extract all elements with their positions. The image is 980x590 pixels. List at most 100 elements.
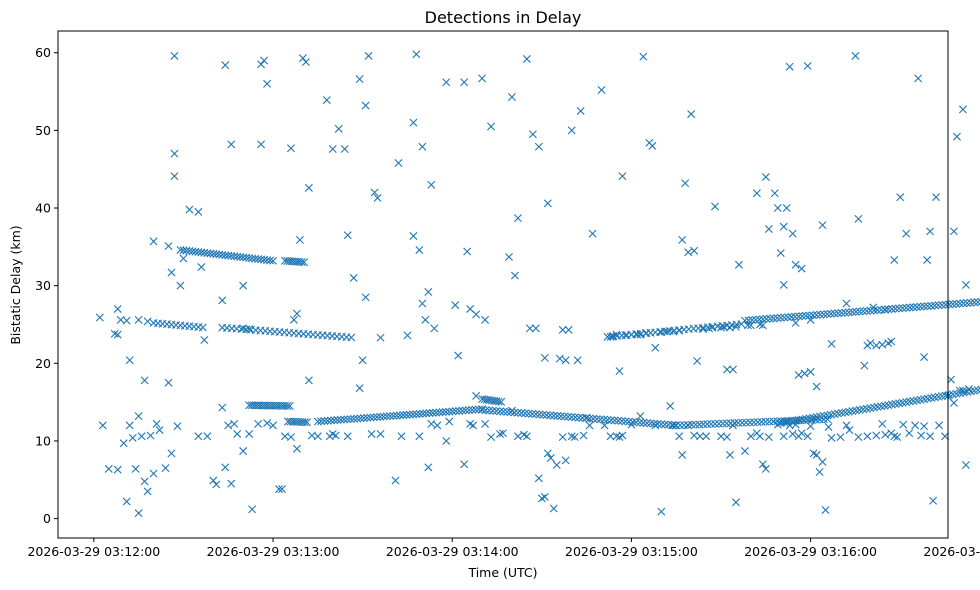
detection-marker <box>632 418 641 427</box>
detection-marker <box>513 214 522 223</box>
detection-marker <box>621 417 630 426</box>
detection-marker <box>923 302 932 311</box>
detection-marker <box>164 242 173 251</box>
detection-marker <box>764 224 773 233</box>
detection-marker <box>549 504 558 513</box>
detection-marker <box>782 204 791 213</box>
detection-marker <box>752 189 761 198</box>
detection-marker <box>445 417 454 426</box>
detection-marker <box>143 317 152 326</box>
detection-marker <box>717 323 726 332</box>
detection-marker <box>392 411 401 420</box>
detection-marker <box>355 75 364 84</box>
detection-marker <box>415 432 424 441</box>
detection-marker <box>567 432 576 441</box>
detection-marker <box>964 384 973 393</box>
detection-marker <box>292 444 301 453</box>
detection-marker <box>528 409 537 418</box>
detection-marker <box>179 254 188 263</box>
detection-marker <box>600 421 609 430</box>
detection-marker <box>770 189 779 198</box>
detection-marker <box>313 417 322 426</box>
detection-marker <box>731 322 740 331</box>
detection-marker <box>464 406 473 415</box>
detection-marker <box>681 179 690 188</box>
detection-marker <box>134 315 143 324</box>
detection-marker <box>827 339 836 348</box>
data-markers <box>95 50 980 518</box>
detection-marker <box>289 315 298 324</box>
detection-marker <box>555 354 564 363</box>
detection-marker <box>478 405 487 414</box>
detection-marker <box>977 385 980 394</box>
detection-marker <box>422 409 431 418</box>
detection-marker <box>948 300 957 309</box>
detection-marker <box>435 408 444 417</box>
detection-marker <box>230 419 239 428</box>
detection-marker <box>872 431 881 440</box>
detection-marker <box>428 408 437 417</box>
detection-marker <box>627 330 636 339</box>
y-axis-ticks: 0 10 20 30 40 50 60 <box>35 45 58 526</box>
detection-marker <box>334 124 343 133</box>
detection-marker <box>485 406 494 415</box>
detection-marker <box>95 313 104 322</box>
detection-marker <box>356 414 365 423</box>
detection-marker <box>803 61 812 70</box>
detection-marker <box>556 412 565 421</box>
detection-marker <box>961 280 970 289</box>
detection-marker <box>366 413 375 422</box>
detection-marker <box>295 235 304 244</box>
detection-marker <box>460 78 469 87</box>
detection-marker <box>920 422 929 431</box>
detection-marker <box>773 314 782 323</box>
y-tick-label: 10 <box>35 433 51 448</box>
detection-marker <box>958 386 967 395</box>
detection-marker <box>471 405 480 414</box>
detection-marker <box>336 415 345 424</box>
detection-marker <box>218 403 227 412</box>
detection-marker <box>369 413 378 422</box>
detection-marker <box>711 202 720 211</box>
detection-marker <box>837 308 846 317</box>
detection-marker <box>167 449 176 458</box>
detection-marker <box>149 237 158 246</box>
detection-marker <box>873 306 882 315</box>
detection-marker <box>746 432 755 441</box>
detection-marker <box>893 433 902 442</box>
detection-marker <box>764 433 773 442</box>
detection-marker <box>376 333 385 342</box>
detection-marker <box>952 299 961 308</box>
detection-marker <box>582 413 591 422</box>
detection-marker <box>218 296 227 305</box>
detection-marker <box>472 391 481 400</box>
y-tick-label: 40 <box>35 201 51 216</box>
detection-marker <box>146 431 155 440</box>
detection-marker <box>275 485 283 494</box>
detection-marker <box>140 477 149 486</box>
detection-marker <box>198 323 207 332</box>
detection-marker <box>958 105 967 114</box>
detection-marker <box>525 324 534 333</box>
detection-marker <box>705 324 714 333</box>
detection-marker <box>585 421 594 430</box>
detection-marker <box>540 353 549 362</box>
detection-marker <box>818 457 827 466</box>
detection-marker <box>454 351 463 360</box>
detection-marker <box>646 419 655 428</box>
detection-marker <box>884 305 893 314</box>
detection-marker <box>119 439 128 448</box>
detection-marker <box>286 433 295 442</box>
detection-marker <box>382 412 391 421</box>
detection-marker <box>412 410 421 419</box>
detection-marker <box>472 310 481 319</box>
detection-marker <box>122 316 131 325</box>
detection-marker <box>424 287 433 296</box>
detection-marker <box>617 417 626 426</box>
detection-marker <box>300 258 309 267</box>
detection-marker <box>788 429 797 438</box>
detection-marker <box>389 411 398 420</box>
detection-marker <box>492 407 501 416</box>
detection-marker <box>418 299 427 308</box>
